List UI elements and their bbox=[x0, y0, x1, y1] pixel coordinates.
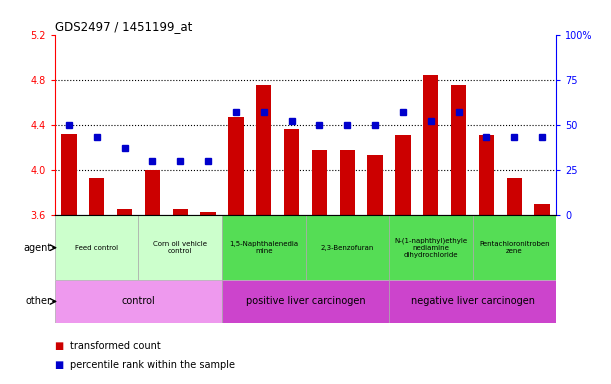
Text: ■: ■ bbox=[55, 341, 67, 351]
Bar bbox=[367, 155, 382, 215]
Bar bbox=[395, 135, 411, 215]
Text: agent: agent bbox=[24, 243, 52, 253]
Text: GDS2497 / 1451199_at: GDS2497 / 1451199_at bbox=[55, 20, 192, 33]
Text: positive liver carcinogen: positive liver carcinogen bbox=[246, 296, 365, 306]
Bar bbox=[117, 209, 132, 215]
Bar bbox=[229, 117, 244, 215]
Bar bbox=[451, 85, 466, 215]
Bar bbox=[222, 280, 389, 323]
Bar bbox=[284, 129, 299, 215]
Bar bbox=[306, 215, 389, 280]
Bar bbox=[55, 280, 222, 323]
Bar bbox=[507, 178, 522, 215]
Bar bbox=[479, 135, 494, 215]
Text: Corn oil vehicle
control: Corn oil vehicle control bbox=[153, 241, 207, 254]
Bar bbox=[389, 280, 556, 323]
Bar bbox=[535, 204, 550, 215]
Text: control: control bbox=[122, 296, 155, 306]
Bar bbox=[222, 215, 306, 280]
Bar bbox=[61, 134, 76, 215]
Bar bbox=[145, 170, 160, 215]
Text: other: other bbox=[26, 296, 52, 306]
Text: Feed control: Feed control bbox=[75, 245, 119, 251]
Bar bbox=[340, 150, 355, 215]
Text: ■: ■ bbox=[55, 360, 67, 370]
Bar bbox=[200, 212, 216, 215]
Text: transformed count: transformed count bbox=[70, 341, 161, 351]
Bar bbox=[139, 215, 222, 280]
Bar bbox=[256, 85, 271, 215]
Bar bbox=[172, 209, 188, 215]
Text: 2,3-Benzofuran: 2,3-Benzofuran bbox=[321, 245, 374, 251]
Bar bbox=[389, 215, 472, 280]
Bar bbox=[472, 215, 556, 280]
Bar bbox=[89, 178, 104, 215]
Text: Pentachloronitroben
zene: Pentachloronitroben zene bbox=[479, 241, 549, 254]
Text: negative liver carcinogen: negative liver carcinogen bbox=[411, 296, 535, 306]
Bar bbox=[423, 75, 439, 215]
Bar bbox=[55, 215, 139, 280]
Text: N-(1-naphthyl)ethyle
nediamine
dihydrochloride: N-(1-naphthyl)ethyle nediamine dihydroch… bbox=[394, 237, 467, 258]
Bar bbox=[312, 150, 327, 215]
Text: percentile rank within the sample: percentile rank within the sample bbox=[70, 360, 235, 370]
Text: 1,5-Naphthalenedia
mine: 1,5-Naphthalenedia mine bbox=[229, 241, 298, 254]
